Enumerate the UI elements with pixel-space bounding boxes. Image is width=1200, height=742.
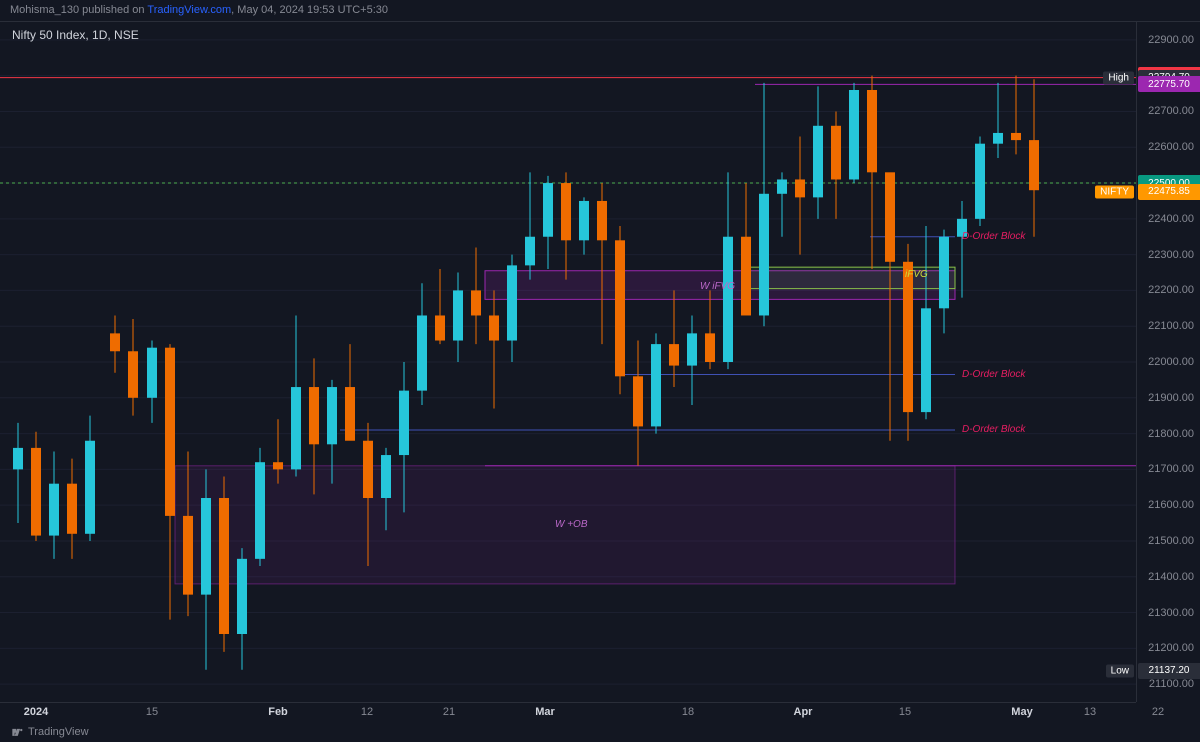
tradingview-icon — [10, 725, 24, 739]
y-tick: 21500.00 — [1148, 535, 1194, 547]
x-tick: 13 — [1084, 706, 1096, 718]
y-tick: 21800.00 — [1148, 428, 1194, 440]
marker-tag: Low — [1106, 664, 1134, 677]
annotation-label: D-Order Block — [962, 369, 1025, 380]
marker-tag: NIFTY — [1095, 185, 1134, 198]
y-tick: 22600.00 — [1148, 141, 1194, 153]
x-tick: 21 — [443, 706, 455, 718]
site-link[interactable]: TradingView.com — [147, 4, 231, 16]
x-tick: 18 — [682, 706, 694, 718]
y-tick: 21700.00 — [1148, 463, 1194, 475]
y-tick: 21300.00 — [1148, 607, 1194, 619]
marker-tag: High — [1103, 71, 1134, 84]
annotation-label: W iFVG — [700, 281, 735, 292]
y-tick: 21400.00 — [1148, 571, 1194, 583]
x-tick: 12 — [361, 706, 373, 718]
x-tick: Mar — [535, 706, 555, 718]
annotation-label: D-Order Block — [962, 424, 1025, 435]
y-tick: 22000.00 — [1148, 356, 1194, 368]
price-tag: 22475.85 — [1138, 184, 1200, 200]
x-tick: 22 — [1152, 706, 1164, 718]
y-tick: 22700.00 — [1148, 105, 1194, 117]
y-tick: 22300.00 — [1148, 249, 1194, 261]
y-tick: 21100.00 — [1149, 678, 1194, 690]
candlestick-plot[interactable] — [0, 22, 1136, 702]
y-tick: 22200.00 — [1148, 284, 1194, 296]
x-tick: Feb — [268, 706, 288, 718]
y-tick: 22400.00 — [1148, 213, 1194, 225]
symbol-info[interactable]: Nifty 50 Index, 1D, NSE — [12, 28, 139, 42]
annotation-label: W +OB — [555, 519, 588, 530]
y-tick: 22100.00 — [1148, 320, 1194, 332]
chart-pane[interactable]: High NIFTY Low D-Order Block D-Order Block D-… — [0, 22, 1136, 702]
y-tick: 21900.00 — [1148, 392, 1194, 404]
annotation-label: iFVG — [905, 269, 928, 280]
x-tick: 15 — [899, 706, 911, 718]
watermark: TradingView — [0, 722, 1200, 742]
y-tick: 21200.00 — [1148, 642, 1194, 654]
publish-header: Mohisma_130 published on TradingView.com… — [0, 0, 1200, 22]
x-tick: Apr — [794, 706, 813, 718]
price-axis[interactable]: 21100.00 21200.00 21300.00 21400.00 21500.00… — [1136, 22, 1200, 702]
time-axis[interactable]: 202415Feb1221Mar18Apr15May1322 — [0, 702, 1136, 722]
y-tick: 21600.00 — [1148, 499, 1194, 511]
x-tick: May — [1011, 706, 1032, 718]
price-tag: 21137.20 — [1138, 663, 1200, 679]
y-tick: 22900.00 — [1148, 34, 1194, 46]
author: Mohisma_130 — [10, 4, 79, 16]
x-tick: 2024 — [24, 706, 48, 718]
x-tick: 15 — [146, 706, 158, 718]
annotation-label: D-Order Block — [962, 231, 1025, 242]
price-tag: 22775.70 — [1138, 76, 1200, 92]
